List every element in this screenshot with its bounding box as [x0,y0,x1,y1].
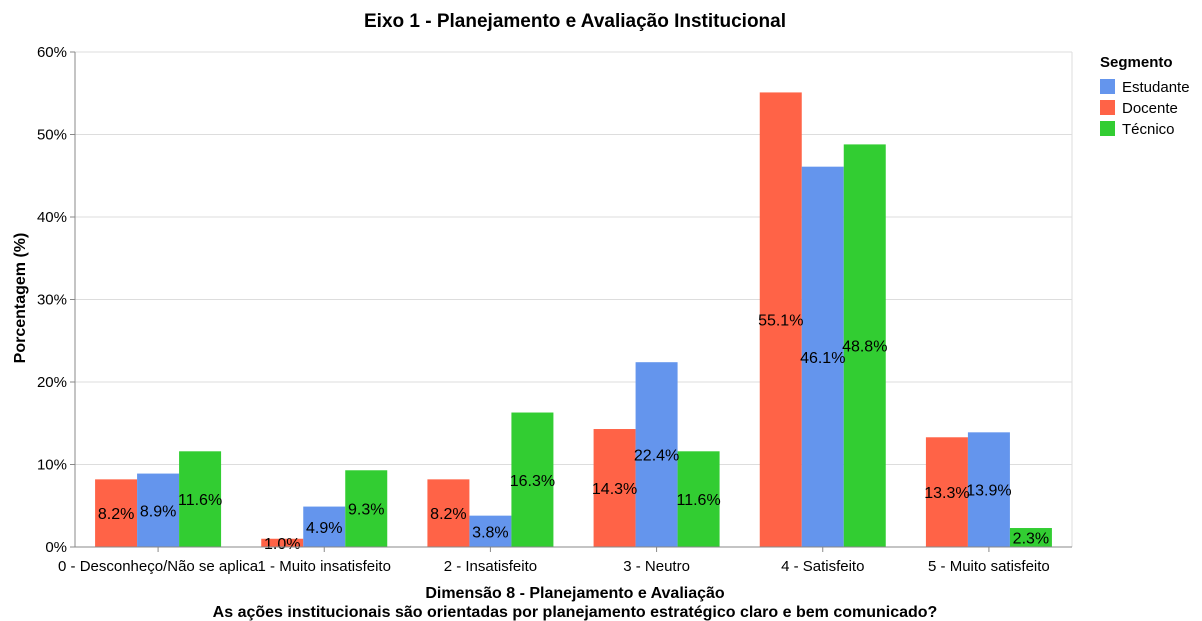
bar-técnico [677,451,720,547]
bar-value-label: 3.8% [472,524,508,541]
bar-value-label: 11.6% [676,492,720,509]
bar-value-label: 8.2% [98,506,134,523]
y-tick-label: 10% [37,457,67,474]
x-axis-title: Dimensão 8 - Planejamento e Avaliação [425,585,725,602]
bar-estudante [137,473,180,547]
bar-docente [925,437,968,547]
bar-value-label: 13.9% [966,483,1011,500]
x-tick-label: 2 - Insatisfeito [444,558,537,575]
y-axis-title: Porcentagem (%) [12,233,29,364]
bar-docente [261,538,304,547]
chart-title: Eixo 1 - Planejamento e Avaliação Instit… [364,11,786,32]
legend-swatch-técnico [1100,121,1115,136]
bar-value-label: 55.1% [758,313,803,330]
x-tick-label: 4 - Satisfeito [781,558,864,575]
bar-value-label: 22.4% [634,448,679,465]
x-tick-label: 3 - Neutro [623,558,690,575]
y-tick-label: 20% [37,374,67,391]
bar-value-label: 8.2% [430,506,466,523]
bar-docente [95,479,138,547]
legend-label: Técnico [1122,121,1175,138]
bar-value-label: 1.0% [264,536,300,553]
bar-value-label: 13.3% [924,485,969,502]
legend-swatch-estudante [1100,79,1115,94]
y-tick-label: 60% [37,44,67,61]
bar-estudante [635,362,678,547]
x-tick-label: 5 - Muito satisfeito [928,558,1050,575]
bar-estudante [967,432,1010,547]
bar-value-label: 8.9% [140,503,176,520]
axes: 0% 10% 20% 30% 40% 50% 60% 0 - Desconheço/Não s… [37,44,1072,575]
bar-técnico [511,412,554,547]
legend-label: Estudante [1122,79,1190,96]
legend: Segmento Estudante Docente Técnico [1100,54,1190,138]
y-tick-label: 30% [37,292,67,309]
y-tick-label: 50% [37,127,67,144]
bar-técnico [345,470,388,547]
bar-value-label: 4.9% [306,520,342,537]
legend-label: Docente [1122,100,1178,117]
bar-docente [759,92,802,548]
legend-title: Segmento [1100,54,1173,71]
bar-estudante [801,166,844,548]
bar-labels: 8.2% 8.9%11.6%1.0%4.9%9.3% 8.2%3.8%16.3% 14… [98,313,1049,553]
x-tick-label: 0 - Desconheço/Não se aplica [58,558,259,575]
bar-value-label: 11.6% [178,492,222,509]
bar-value-label: 2.3% [1013,531,1049,548]
bar-value-label: 14.3% [592,481,637,498]
bar-técnico [1009,528,1052,547]
bar-técnico [179,451,222,547]
bar-value-label: 16.3% [510,473,555,490]
bar-value-label: 9.3% [348,502,384,519]
legend-swatch-docente [1100,100,1115,115]
y-tick-label: 40% [37,209,67,226]
bar-estudante [469,515,512,547]
x-axis-subtitle: As ações institucionais são orientadas p… [213,604,938,621]
bar-técnico [843,144,886,547]
bars [95,92,1052,548]
x-tick-label: 1 - Muito insatisfeito [258,558,391,575]
bar-value-label: 48.8% [842,339,887,356]
bar-estudante [303,506,346,547]
grid-lines [75,51,1073,548]
y-tick-label: 0% [45,539,67,556]
bar-docente [427,479,470,547]
bar-value-label: 46.1% [800,350,845,367]
bar-docente [593,429,636,547]
